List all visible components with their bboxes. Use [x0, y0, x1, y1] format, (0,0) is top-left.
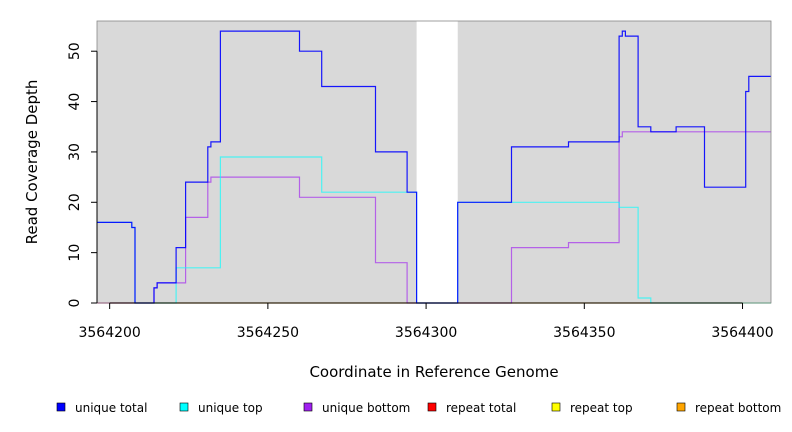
y-tick-label: 30: [67, 143, 83, 161]
legend-swatch: [179, 402, 189, 412]
legend-swatch: [551, 402, 561, 412]
y-tick-label: 40: [67, 93, 83, 111]
legend: unique total unique top unique bottom repea…: [56, 401, 781, 415]
y-tick-label: 50: [67, 42, 83, 60]
x-axis-label: Coordinate in Reference Genome: [309, 363, 558, 381]
legend-item-repeat-total: repeat total: [427, 401, 516, 415]
y-axis-label: Read Coverage Depth: [23, 80, 41, 245]
legend-item-unique-top: unique top: [179, 401, 263, 415]
y-tick-label: 10: [67, 244, 83, 262]
legend-item-repeat-top: repeat top: [551, 401, 633, 415]
legend-item-unique-bottom: unique bottom: [303, 401, 410, 415]
x-axis: 3564200 3564250 3564300 3564350 3564400: [78, 302, 774, 341]
legend-swatch: [303, 402, 313, 412]
legend-label: repeat top: [570, 401, 633, 415]
x-tick-label: 3564400: [711, 325, 773, 341]
legend-swatch: [427, 402, 437, 412]
gap-region: [416, 21, 458, 303]
y-axis: 0 10 20 30 40 50: [67, 42, 98, 308]
legend-label: repeat total: [446, 401, 516, 415]
legend-swatch: [56, 402, 66, 412]
legend-label: unique top: [198, 401, 263, 415]
legend-label: unique bottom: [322, 401, 410, 415]
legend-item-unique-total: unique total: [56, 401, 147, 415]
x-tick-label: 3564250: [237, 325, 299, 341]
legend-label: repeat bottom: [695, 401, 781, 415]
legend-item-repeat-bottom: repeat bottom: [676, 401, 781, 415]
x-tick-label: 3564300: [395, 325, 457, 341]
x-tick-label: 3564200: [78, 325, 140, 341]
y-tick-label: 20: [67, 193, 83, 211]
x-tick-label: 3564350: [553, 325, 615, 341]
legend-label: unique total: [75, 401, 147, 415]
y-tick-label: 0: [67, 299, 83, 308]
series-line-unique-total: [97, 30, 771, 304]
legend-swatch: [676, 402, 686, 412]
